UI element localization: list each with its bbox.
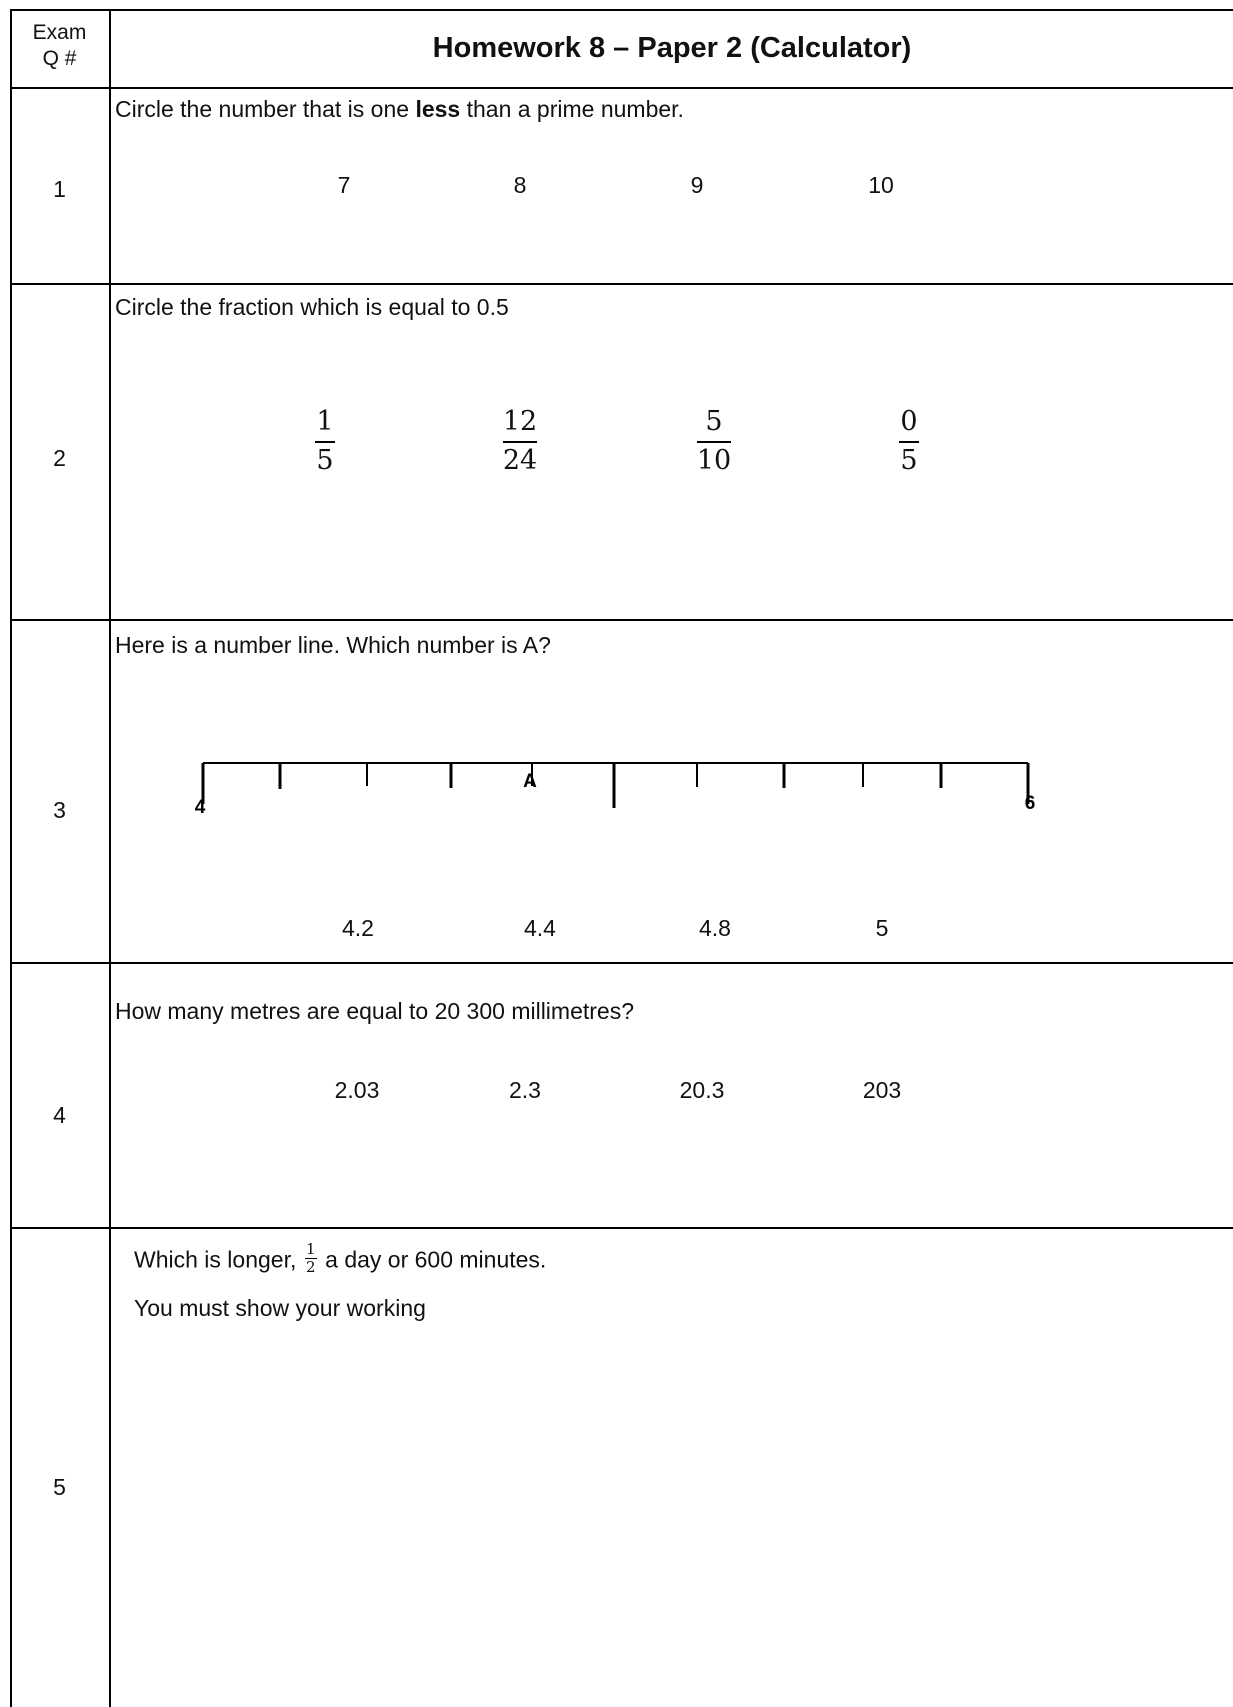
fraction-numerator: 5 [705,406,723,437]
q1-option[interactable]: 9 [690,172,704,198]
question-4-text: How many metres are equal to 20 300 mill… [115,998,635,1024]
q4-option[interactable]: 20.3 [679,1077,725,1103]
question-1-text-end: than a prime number. [460,96,684,122]
number-line-marker-label: A [523,771,537,792]
q1-option[interactable]: 7 [337,172,351,198]
number-line-end-label: 6 [1025,793,1036,814]
q4-option[interactable]: 203 [862,1077,902,1103]
fraction-denominator: 10 [696,445,732,476]
number-line-start-label: 4 [195,797,206,818]
worksheet-table [10,9,1233,1707]
question-number-4: 4 [53,1102,66,1128]
q3-option[interactable]: 4.2 [342,915,374,941]
question-1-text-start: Circle the number that is one [115,96,416,122]
row-divider [10,619,1233,621]
q4-option[interactable]: 2.3 [509,1077,541,1103]
question-number-1: 1 [53,176,66,202]
question-1-text: Circle the number that is one less than … [115,96,684,123]
row-divider [10,962,1233,964]
fraction-denominator: 2 [305,1258,316,1276]
row-divider [10,87,1233,89]
q2-fraction-option[interactable]: 0 5 [869,406,949,476]
question-5-text-start: Which is longer, [134,1246,303,1273]
fraction-bar [304,1258,317,1259]
page-title: Homework 8 – Paper 2 (Calculator) [432,32,912,64]
fraction-bar [315,441,335,443]
fraction-numerator: 1 [305,1240,316,1258]
q1-option[interactable]: 8 [513,172,527,198]
q4-option[interactable]: 2.03 [334,1077,380,1103]
question-5-text-end: a day or 600 minutes. [318,1246,547,1273]
q2-fraction-option[interactable]: 1 5 [285,406,365,476]
q2-fraction-option[interactable]: 5 10 [674,406,754,476]
question-number-2: 2 [53,445,66,471]
q2-fraction-option[interactable]: 12 24 [480,406,560,476]
column-divider [109,9,111,1707]
question-2-text: Circle the fraction which is equal to 0.… [115,294,509,320]
fraction-bar [899,441,919,443]
fraction-denominator: 5 [316,445,334,476]
row-divider [10,1227,1233,1229]
exam-question-header: Exam Q # [10,20,109,72]
question-number-3: 3 [53,797,66,823]
number-line-diagram: 4 6 A [195,762,1036,818]
exam-header-line1: Exam [32,21,87,44]
question-number-5: 5 [53,1474,66,1500]
question-3-text: Here is a number line. Which number is A… [115,632,551,658]
question-1-text-bold: less [415,96,461,122]
fraction-bar [503,441,537,443]
fraction-bar [697,441,731,443]
fraction-numerator: 1 [316,406,334,437]
q1-option[interactable]: 10 [868,172,894,198]
fraction-numerator: 0 [900,406,918,437]
q3-option[interactable]: 4.4 [524,915,556,941]
exam-header-line2: Q # [42,47,77,70]
q3-option[interactable]: 5 [875,915,889,941]
fraction-numerator: 12 [502,406,538,437]
row-divider [10,283,1233,285]
question-5-instruction: You must show your working [134,1295,426,1321]
fraction-denominator: 24 [502,445,538,476]
fraction-denominator: 5 [900,445,918,476]
q3-option[interactable]: 4.8 [699,915,731,941]
